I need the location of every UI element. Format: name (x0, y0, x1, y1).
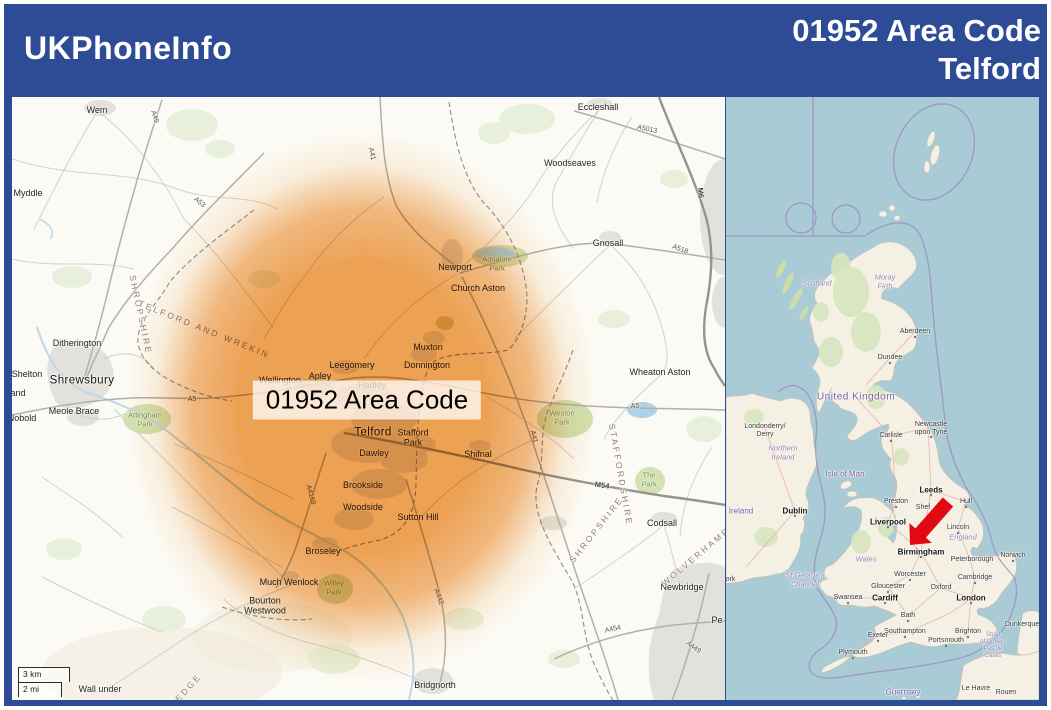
page-subtitle: Telford (938, 51, 1041, 86)
scale-mi: 2 mi (18, 682, 62, 697)
uk-map-graphics (726, 97, 1039, 700)
area-code-map: WemMyddleEccleshallWoodseavesGnosallDith… (12, 97, 725, 700)
page-title-block: 01952 Area Code Telford (792, 12, 1041, 88)
uk-locator-map: Scotland Moray Firth Aberdeen Dundee United … (726, 97, 1039, 700)
scale-bar: 3 km 2 mi (18, 667, 70, 697)
arrow-layer (909, 497, 954, 545)
scale-km-label: 3 km (23, 669, 42, 679)
location-arrow (909, 497, 954, 545)
page-title: 01952 Area Code (792, 13, 1041, 48)
scale-km: 3 km (18, 667, 70, 682)
area-code-label: 01952 Area Code (252, 380, 482, 420)
site-logo[interactable]: UKPhoneInfo (24, 30, 233, 66)
scale-mi-label: 2 mi (23, 684, 40, 694)
